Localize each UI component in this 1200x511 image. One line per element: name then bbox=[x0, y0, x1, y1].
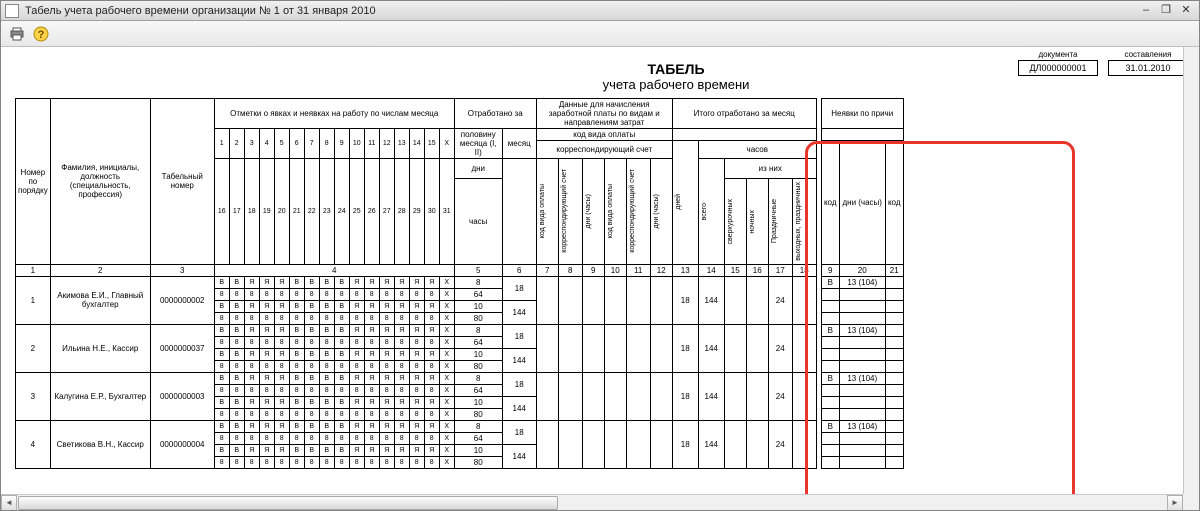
minimize-button[interactable]: – bbox=[1137, 4, 1155, 18]
print-button[interactable] bbox=[7, 24, 27, 44]
help-button[interactable]: ? bbox=[31, 24, 51, 44]
compilation-value: 31.01.2010 bbox=[1108, 60, 1188, 76]
horizontal-scrollbar[interactable]: ◄ ► bbox=[1, 494, 1183, 510]
document-subtitle: учета рабочего времени bbox=[15, 77, 1199, 92]
app-window: Табель учета рабочего времени организаци… bbox=[0, 0, 1200, 511]
compilation-date-box: составления 31.01.2010 bbox=[1108, 49, 1188, 76]
doc-number-value: ДЛ000000001 bbox=[1018, 60, 1098, 76]
content-area: документа ДЛ000000001 составления 31.01.… bbox=[1, 47, 1199, 510]
header-info-boxes: документа ДЛ000000001 составления 31.01.… bbox=[1018, 49, 1199, 76]
svg-text:?: ? bbox=[38, 29, 45, 41]
document-icon bbox=[5, 4, 19, 18]
window-title: Табель учета рабочего времени организаци… bbox=[25, 5, 1135, 17]
help-icon: ? bbox=[33, 26, 49, 42]
scroll-right-button[interactable]: ► bbox=[1167, 495, 1183, 511]
close-button[interactable]: ✕ bbox=[1177, 4, 1195, 18]
vertical-scrollbar[interactable] bbox=[1183, 47, 1199, 494]
scroll-corner bbox=[1183, 494, 1199, 510]
timesheet-table: Номер по порядкуФамилия, инициалы, должн… bbox=[15, 98, 904, 469]
maximize-button[interactable]: ❐ bbox=[1157, 4, 1175, 18]
titlebar: Табель учета рабочего времени организаци… bbox=[1, 1, 1199, 21]
scroll-thumb[interactable] bbox=[18, 496, 558, 510]
compilation-label: составления bbox=[1108, 49, 1188, 60]
scroll-left-button[interactable]: ◄ bbox=[1, 495, 17, 511]
doc-number-box: документа ДЛ000000001 bbox=[1018, 49, 1098, 76]
doc-number-label: документа bbox=[1018, 49, 1098, 60]
toolbar: ? bbox=[1, 21, 1199, 47]
printer-icon bbox=[9, 26, 25, 42]
document: документа ДЛ000000001 составления 31.01.… bbox=[1, 47, 1199, 473]
